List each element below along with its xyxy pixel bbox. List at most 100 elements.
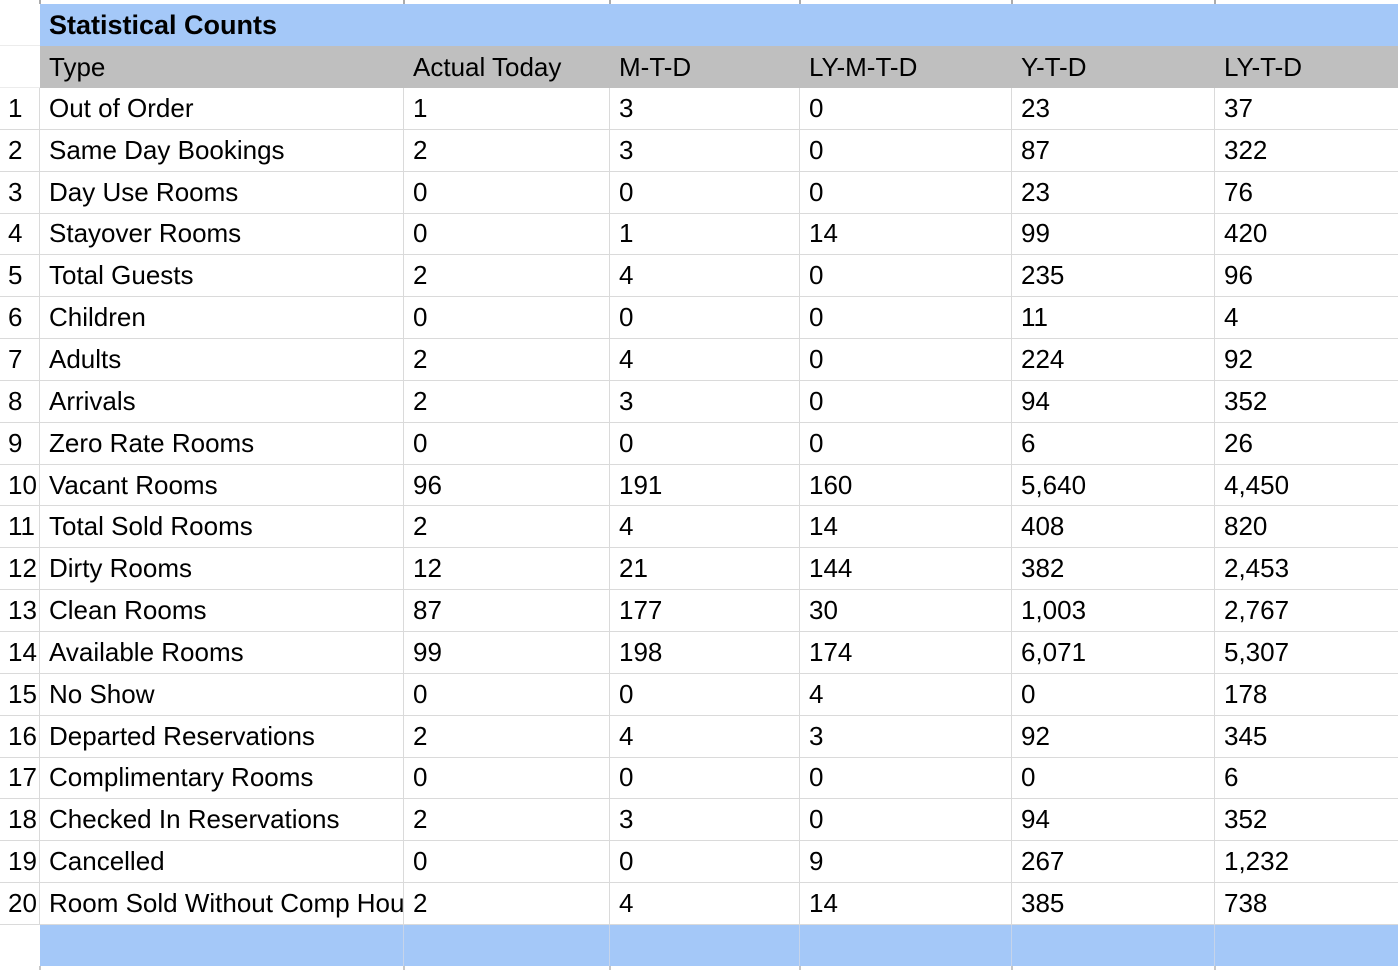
cell-y-t-d[interactable]: 94 <box>1012 799 1215 842</box>
cell-type[interactable]: Stayover Rooms <box>40 213 404 256</box>
row-number[interactable]: 15 <box>0 673 40 716</box>
cell-actual-today[interactable]: 2 <box>404 380 610 423</box>
row-number[interactable]: 5 <box>0 255 40 298</box>
cell-ly-m-t-d[interactable]: 144 <box>800 548 1012 591</box>
cell-m-t-d[interactable]: 0 <box>610 171 800 214</box>
cell-ly-m-t-d[interactable]: 0 <box>800 380 1012 423</box>
cell-type[interactable]: Arrivals <box>40 380 404 423</box>
cell-m-t-d[interactable]: 21 <box>610 548 800 591</box>
cell-ly-t-d[interactable]: 345 <box>1215 715 1398 758</box>
cell-actual-today[interactable]: 0 <box>404 841 610 884</box>
cell-ly-t-d[interactable]: 4 <box>1215 297 1398 340</box>
cell-y-t-d[interactable]: 6 <box>1012 422 1215 465</box>
row-number[interactable]: 19 <box>0 841 40 884</box>
cell-y-t-d[interactable]: 0 <box>1012 757 1215 800</box>
cell-type[interactable]: Zero Rate Rooms <box>40 422 404 465</box>
cell-ly-m-t-d[interactable]: 0 <box>800 297 1012 340</box>
cell-y-t-d[interactable]: 224 <box>1012 339 1215 381</box>
cell-actual-today[interactable]: 1 <box>404 88 610 130</box>
column-header-y-t-d[interactable]: Y-T-D <box>1012 46 1215 88</box>
cell-actual-today[interactable]: 2 <box>404 129 610 172</box>
cell-type[interactable]: Children <box>40 297 404 340</box>
cell-ly-m-t-d[interactable]: 14 <box>800 506 1012 549</box>
cell-y-t-d[interactable]: 6,071 <box>1012 631 1215 674</box>
cell-ly-t-d[interactable]: 37 <box>1215 88 1398 130</box>
cell-ly-m-t-d[interactable]: 9 <box>800 841 1012 884</box>
footer-cell[interactable] <box>1215 925 1398 966</box>
row-number[interactable]: 14 <box>0 631 40 674</box>
cell-actual-today[interactable]: 0 <box>404 213 610 256</box>
cell-ly-t-d[interactable]: 26 <box>1215 422 1398 465</box>
cell-type[interactable]: No Show <box>40 673 404 716</box>
cell-y-t-d[interactable]: 1,003 <box>1012 590 1215 632</box>
cell-ly-m-t-d[interactable]: 4 <box>800 673 1012 716</box>
cell-m-t-d[interactable]: 191 <box>610 464 800 507</box>
cell-ly-t-d[interactable]: 6 <box>1215 757 1398 800</box>
cell-type[interactable]: Day Use Rooms <box>40 171 404 214</box>
cell-ly-t-d[interactable]: 5,307 <box>1215 631 1398 674</box>
cell-actual-today[interactable]: 2 <box>404 255 610 298</box>
cell-ly-m-t-d[interactable]: 0 <box>800 757 1012 800</box>
cell-ly-m-t-d[interactable]: 0 <box>800 255 1012 298</box>
row-number[interactable]: 1 <box>0 88 40 130</box>
cell-m-t-d[interactable]: 4 <box>610 883 800 925</box>
cell-actual-today[interactable]: 0 <box>404 422 610 465</box>
cell-actual-today[interactable]: 0 <box>404 757 610 800</box>
row-number[interactable]: 18 <box>0 799 40 842</box>
column-header-actual-today[interactable]: Actual Today <box>404 46 610 88</box>
cell-actual-today[interactable]: 87 <box>404 590 610 632</box>
row-number[interactable]: 3 <box>0 171 40 214</box>
cell-ly-t-d[interactable]: 352 <box>1215 799 1398 842</box>
cell-actual-today[interactable]: 2 <box>404 339 610 381</box>
cell-ly-t-d[interactable]: 96 <box>1215 255 1398 298</box>
cell-type[interactable]: Checked In Reservations <box>40 799 404 842</box>
cell-actual-today[interactable]: 2 <box>404 715 610 758</box>
cell-actual-today[interactable]: 0 <box>404 297 610 340</box>
column-header-ly-m-t-d[interactable]: LY-M-T-D <box>800 46 1012 88</box>
cell-y-t-d[interactable]: 382 <box>1012 548 1215 591</box>
cell-m-t-d[interactable]: 1 <box>610 213 800 256</box>
cell-type[interactable]: Same Day Bookings <box>40 129 404 172</box>
cell-ly-m-t-d[interactable]: 3 <box>800 715 1012 758</box>
cell-m-t-d[interactable]: 3 <box>610 799 800 842</box>
footer-cell[interactable] <box>404 924 610 966</box>
cell-actual-today[interactable]: 2 <box>404 799 610 842</box>
cell-actual-today[interactable]: 0 <box>404 171 610 214</box>
cell-ly-m-t-d[interactable]: 174 <box>800 631 1012 674</box>
cell-y-t-d[interactable]: 408 <box>1012 506 1215 549</box>
cell-y-t-d[interactable]: 99 <box>1012 213 1215 256</box>
cell-m-t-d[interactable]: 0 <box>610 422 800 465</box>
cell-actual-today[interactable]: 2 <box>404 883 610 925</box>
cell-m-t-d[interactable]: 0 <box>610 297 800 340</box>
cell-actual-today[interactable]: 0 <box>404 673 610 716</box>
footer-cell[interactable] <box>610 924 800 966</box>
row-number[interactable]: 2 <box>0 129 40 172</box>
cell-type[interactable]: Out of Order <box>40 88 404 130</box>
cell-type[interactable]: Available Rooms <box>40 631 404 674</box>
cell-actual-today[interactable]: 96 <box>404 464 610 507</box>
cell-m-t-d[interactable]: 4 <box>610 715 800 758</box>
cell-y-t-d[interactable]: 92 <box>1012 715 1215 758</box>
cell-type[interactable]: Total Guests <box>40 255 404 298</box>
cell-m-t-d[interactable]: 198 <box>610 631 800 674</box>
row-number[interactable]: 8 <box>0 380 40 423</box>
row-number[interactable]: 20 <box>0 883 40 925</box>
row-number[interactable]: 9 <box>0 422 40 465</box>
cell-actual-today[interactable]: 2 <box>404 506 610 549</box>
cell-m-t-d[interactable]: 0 <box>610 841 800 884</box>
cell-ly-m-t-d[interactable]: 14 <box>800 883 1012 925</box>
cell-m-t-d[interactable]: 4 <box>610 339 800 381</box>
footer-cell[interactable] <box>800 924 1012 966</box>
cell-type[interactable]: Total Sold Rooms <box>40 506 404 549</box>
cell-m-t-d[interactable]: 3 <box>610 129 800 172</box>
row-number[interactable]: 7 <box>0 339 40 381</box>
cell-ly-m-t-d[interactable]: 0 <box>800 339 1012 381</box>
cell-ly-t-d[interactable]: 92 <box>1215 339 1398 381</box>
cell-ly-m-t-d[interactable]: 30 <box>800 590 1012 632</box>
cell-ly-m-t-d[interactable]: 0 <box>800 88 1012 130</box>
cell-type[interactable]: Adults <box>40 339 404 381</box>
cell-y-t-d[interactable]: 235 <box>1012 255 1215 298</box>
cell-ly-t-d[interactable]: 1,232 <box>1215 841 1398 884</box>
cell-y-t-d[interactable]: 87 <box>1012 129 1215 172</box>
cell-y-t-d[interactable]: 0 <box>1012 673 1215 716</box>
